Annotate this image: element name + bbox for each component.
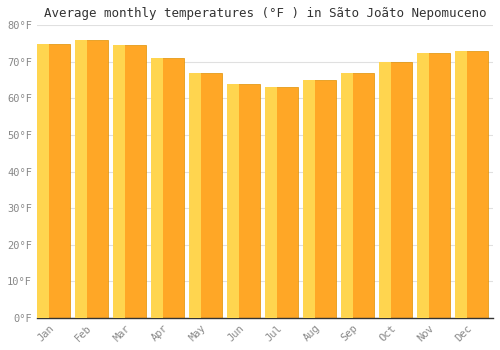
Bar bbox=[194, 73, 222, 318]
Bar bbox=[422, 53, 450, 318]
Bar bbox=[417, 53, 429, 318]
Bar bbox=[42, 43, 70, 318]
Bar bbox=[346, 73, 374, 318]
Bar bbox=[74, 40, 86, 318]
Bar bbox=[36, 43, 48, 318]
Bar bbox=[341, 73, 353, 318]
Bar bbox=[460, 51, 488, 318]
Bar bbox=[189, 73, 201, 318]
Bar bbox=[118, 46, 146, 318]
Bar bbox=[80, 40, 108, 318]
Bar bbox=[265, 88, 277, 318]
Title: Average monthly temperatures (°F ) in Sãto Joãto Nepomuceno: Average monthly temperatures (°F ) in Sã… bbox=[44, 7, 486, 20]
Bar bbox=[270, 88, 298, 318]
Bar bbox=[379, 62, 391, 318]
Bar bbox=[303, 80, 315, 318]
Bar bbox=[455, 51, 467, 318]
Bar bbox=[232, 84, 260, 318]
Bar bbox=[113, 46, 124, 318]
Bar bbox=[227, 84, 239, 318]
Bar bbox=[384, 62, 412, 318]
Bar bbox=[308, 80, 336, 318]
Bar bbox=[151, 58, 162, 318]
Bar bbox=[156, 58, 184, 318]
